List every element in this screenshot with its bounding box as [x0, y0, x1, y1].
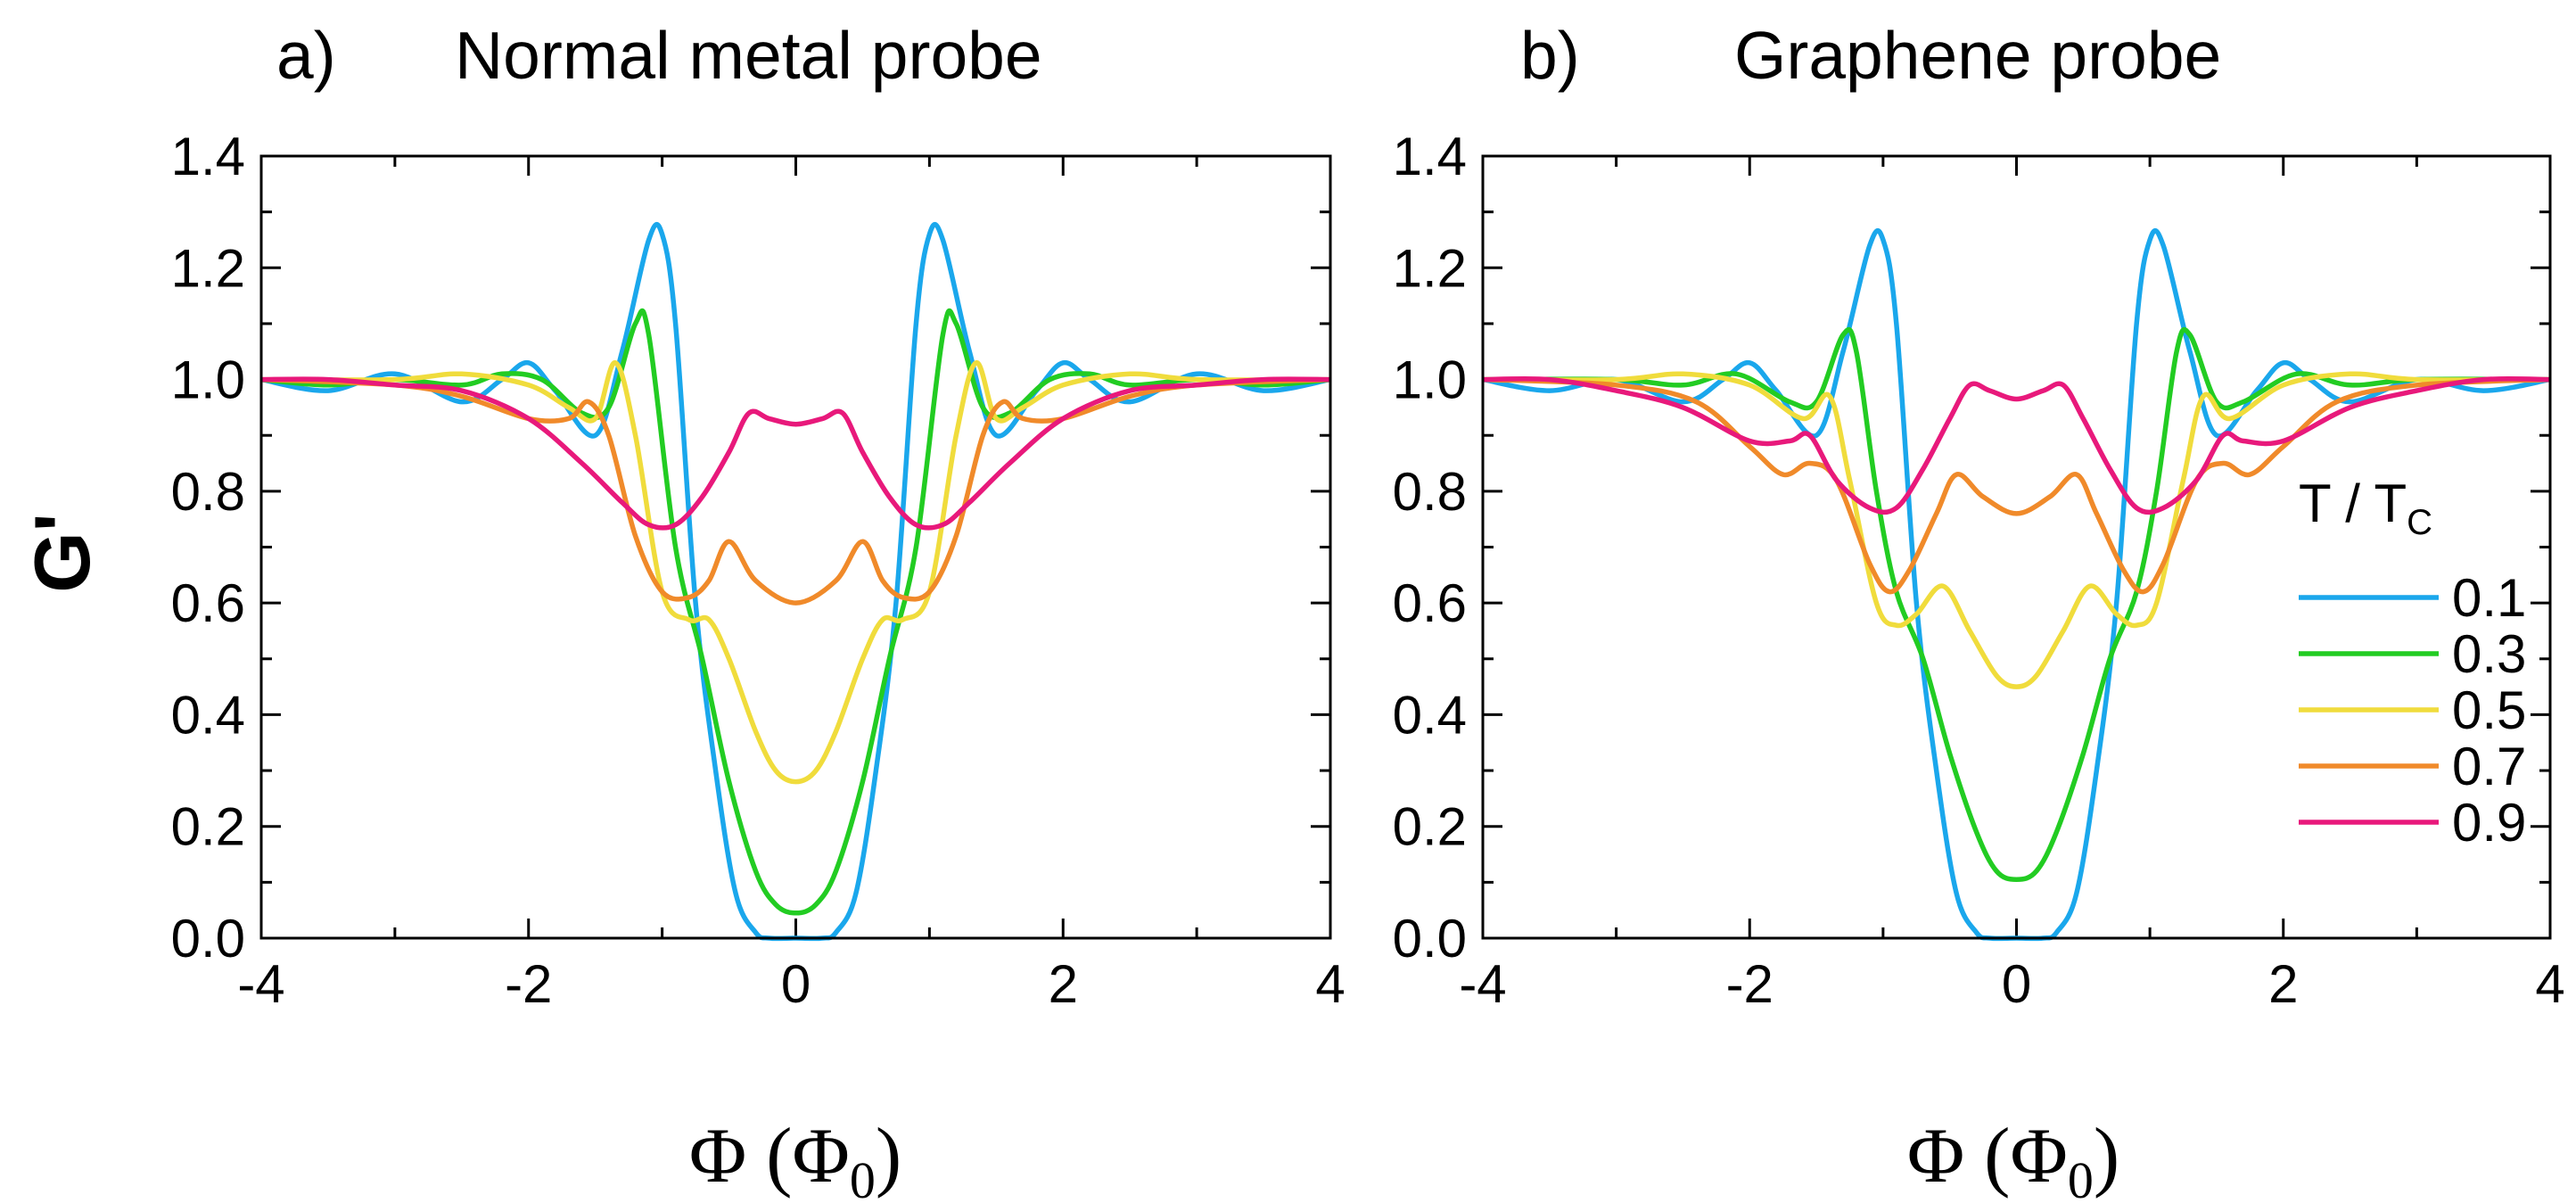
panel-b-series-0.1	[1482, 228, 2551, 942]
panel-b-xtick-label: 0	[2002, 954, 2031, 1014]
panel-a-series-0.1	[260, 221, 1331, 942]
panel-b: b) Graphene probe -4 -2 0 2 4 0.00.20.40.60.…	[1393, 18, 2565, 1203]
panel-a-xtick-label: -4	[237, 954, 284, 1014]
panel-b-ytick-labels: 0.0 0.2 0.4 0.6 0.8 1.0 1.2 1.4	[1393, 127, 1467, 968]
panel-a-ytick-label: 0.4	[171, 685, 245, 745]
panel-a-series-0.7	[260, 376, 1331, 606]
panel-a-title: Normal metal probe	[455, 18, 1042, 93]
panel-b-ytick-label: 0.6	[1393, 573, 1467, 633]
panel-b-xtick-labels: -4 -2 0 2 4	[1459, 954, 2564, 1014]
panel-a-ytick-label: 1.2	[171, 238, 245, 298]
panel-a-ytick-label: 0.6	[171, 573, 245, 633]
panel-a-series-0.5	[260, 360, 1331, 785]
panel-a-series-0.3	[260, 308, 1331, 916]
legend-items: 0.10.30.50.70.9	[2299, 568, 2526, 853]
panel-a-series	[260, 221, 1331, 942]
panel-a-xtick-label: 2	[1049, 954, 1078, 1014]
panel-b-series	[1482, 228, 2551, 942]
panel-b-plot-frame	[1481, 154, 2552, 940]
panel-b-x-axis-label: Φ (Φ0)	[1907, 1113, 2119, 1203]
panel-b-ytick-label: 0.2	[1393, 797, 1467, 857]
panel-b-xtick-label: 2	[2268, 954, 2298, 1014]
panel-b-letter: b)	[1520, 18, 1580, 93]
panel-b-series-0.7	[1482, 376, 2551, 595]
panel-b-series-0.3	[1482, 326, 2551, 882]
panel-b-x-axis-label-close: )	[2094, 1113, 2119, 1199]
panel-b-ytick-label: 1.0	[1393, 350, 1467, 410]
panel-a-x-axis-label-main: Φ (Φ	[689, 1113, 850, 1199]
legend: T / TC 0.10.30.50.70.9	[2299, 474, 2526, 853]
panel-a-series-0.9	[260, 376, 1331, 531]
panel-b-ytick-label: 1.2	[1393, 238, 1467, 298]
panel-a-xtick-label: -2	[505, 954, 552, 1014]
legend-title-sub: C	[2407, 503, 2432, 542]
legend-label-0.1: 0.1	[2452, 568, 2526, 628]
legend-title: T / TC	[2299, 474, 2432, 542]
panel-a-x-axis-label-close: )	[876, 1113, 901, 1199]
panel-a-ytick-label: 0.0	[171, 909, 245, 968]
panel-b-ytick-label: 0.0	[1393, 909, 1467, 968]
panel-b-series-0.5	[1482, 371, 2551, 689]
panel-b-title: Graphene probe	[1734, 18, 2221, 93]
y-axis-label: G'	[18, 513, 106, 592]
panel-a-xtick-labels: -4 -2 0 2 4	[237, 954, 1345, 1014]
panel-b-ytick-label: 1.4	[1393, 127, 1467, 186]
panel-a: a) Normal metal probe G' -4 -2 0 2 4 0.00.20…	[18, 18, 1346, 1203]
panel-b-xtick-label: 4	[2535, 954, 2564, 1014]
panel-b-x-axis-label-main: Φ (Φ	[1907, 1113, 2068, 1199]
panel-b-ytick-label: 0.4	[1393, 685, 1467, 745]
panel-b-ytick-label: 0.8	[1393, 462, 1467, 522]
panel-a-ytick-label: 1.0	[171, 350, 245, 410]
panel-a-x-axis-label-sub: 0	[850, 1151, 876, 1203]
panel-a-plot-frame	[259, 154, 1332, 940]
panel-a-letter: a)	[276, 18, 336, 93]
legend-label-0.7: 0.7	[2452, 737, 2526, 796]
panel-a-ticks	[259, 154, 1332, 940]
legend-label-0.3: 0.3	[2452, 624, 2526, 684]
panel-b-xtick-label: -2	[1726, 954, 1774, 1014]
panel-b-x-axis-label-sub: 0	[2068, 1151, 2094, 1203]
panel-a-xtick-label: 4	[1315, 954, 1345, 1014]
legend-label-0.9: 0.9	[2452, 793, 2526, 853]
panel-a-ytick-label: 0.8	[171, 462, 245, 522]
panel-b-xtick-label: -4	[1459, 954, 1506, 1014]
panel-b-series-0.9	[1482, 375, 2551, 515]
panel-a-xtick-label: 0	[781, 954, 811, 1014]
panel-a-ytick-labels: 0.0 0.2 0.4 0.6 0.8 1.0 1.2 1.4	[171, 127, 245, 968]
legend-title-main: T / T	[2299, 474, 2407, 533]
panel-a-x-axis-label: Φ (Φ0)	[689, 1113, 901, 1203]
legend-label-0.5: 0.5	[2452, 680, 2526, 740]
panel-a-ytick-label: 0.2	[171, 797, 245, 857]
panel-a-ytick-label: 1.4	[171, 127, 245, 186]
